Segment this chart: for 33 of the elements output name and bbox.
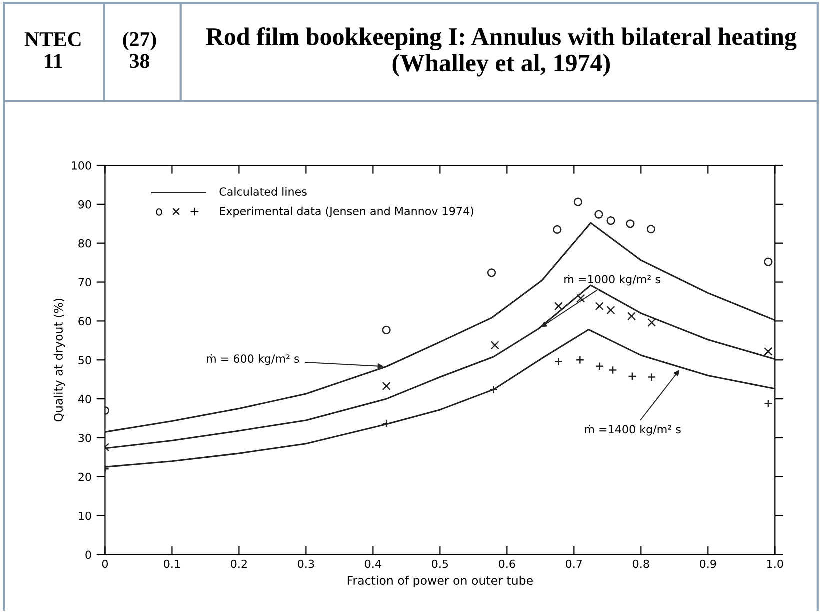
y-axis-title: Quality at dryout (%) (54, 298, 66, 422)
y-tick-label: 0 (86, 550, 92, 560)
annotation: o × + (156, 208, 199, 216)
y-tick-label: 60 (78, 317, 92, 326)
y-tick-label: 70 (78, 278, 92, 287)
y-tick-label: 30 (78, 434, 92, 442)
x-tick-label: 1.0 (768, 560, 784, 568)
y-tick-label: 10 (79, 512, 92, 520)
annotation: ṁ = 600 kg/m² s (207, 354, 300, 366)
x-tick-label: 0.3 (298, 560, 314, 568)
text: (27) 38 (123, 32, 156, 68)
x-tick-label: 0.9 (700, 560, 716, 568)
x-tick-label: 0 (102, 560, 108, 568)
y-tick-label: 90 (78, 200, 92, 209)
annotation: ṁ =1000 kg/m² s (564, 275, 660, 286)
annotation: ṁ =1400 kg/m² s (585, 425, 681, 436)
x-tick-label: 0.2 (231, 560, 247, 568)
annotation: Experimental data (Jensen and Mannov 1974) (220, 206, 474, 218)
x-tick-label: 0.6 (499, 560, 516, 568)
x-tick-label: 0.1 (164, 560, 180, 568)
text: NTEC 11 (24, 32, 81, 68)
x-tick-label: 0.7 (566, 560, 582, 568)
x-tick-label: 0.5 (432, 560, 448, 568)
y-tick-label: 40 (78, 395, 92, 404)
annotation: Calculated lines (220, 187, 307, 196)
y-tick-label: 80 (78, 239, 92, 248)
x-axis-title: Fraction of power on outer tube (348, 576, 533, 588)
y-tick-label: 50 (78, 356, 92, 365)
chart-title: Rod film bookkeeping I: Annulus with bilateral heating (Whalley et al, 1974) (206, 27, 797, 77)
x-tick-label: 0.4 (365, 560, 382, 568)
y-tick-label: 100 (72, 161, 92, 170)
y-tick-label: 20 (78, 472, 92, 482)
x-tick-label: 0.8 (633, 560, 650, 568)
